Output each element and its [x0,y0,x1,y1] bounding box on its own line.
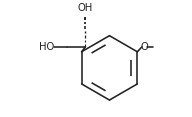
Text: O: O [141,42,148,52]
Text: HO: HO [39,42,55,52]
Text: OH: OH [78,3,93,13]
